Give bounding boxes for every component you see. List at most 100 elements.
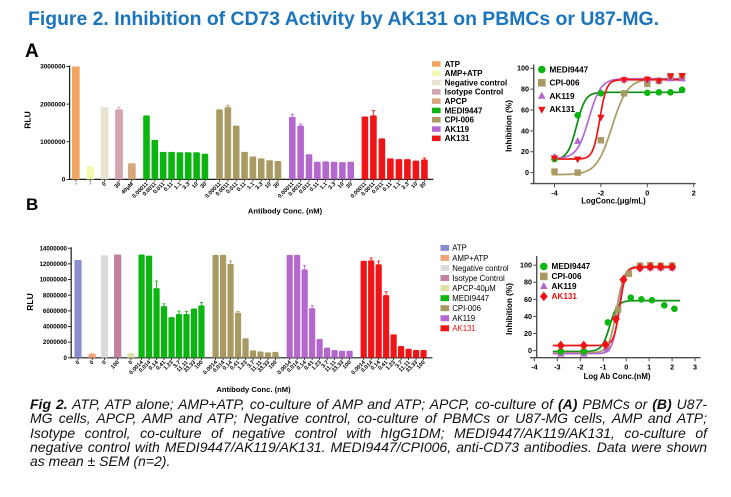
svg-text:12000000: 12000000 [39,261,67,268]
svg-text:1.1: 1.1 [173,181,183,191]
svg-text:CPI-006: CPI-006 [452,304,481,313]
svg-text:Inhibition (%): Inhibition (%) [505,100,514,152]
svg-text:20: 20 [521,147,529,156]
svg-text:3: 3 [693,363,697,372]
svg-text:4000000: 4000000 [43,324,68,331]
svg-text:3.7: 3.7 [395,360,405,370]
svg-text:-2: -2 [598,189,604,198]
svg-text:10000000: 10000000 [39,277,67,284]
svg-text:RLU: RLU [25,293,35,310]
svg-text:0.41: 0.41 [229,360,241,372]
svg-text:AK131: AK131 [452,324,475,333]
svg-text:Antibody Conc. (nM): Antibody Conc. (nM) [216,385,291,394]
svg-text:Log Ab Conc.(nM): Log Ab Conc.(nM) [584,372,651,381]
svg-text:1.1: 1.1 [392,181,402,191]
svg-text:100: 100 [517,64,529,73]
svg-text:8000000: 8000000 [43,292,68,299]
svg-text:3.7: 3.7 [321,360,331,370]
svg-text:100: 100 [342,360,353,371]
svg-text:60: 60 [521,105,529,114]
svg-text:0: 0 [75,360,81,366]
svg-text:0: 0 [101,360,107,366]
svg-text:6000000: 6000000 [43,308,68,315]
svg-text:100: 100 [520,261,532,270]
svg-text:100: 100 [194,360,205,371]
svg-text:APCP: APCP [445,97,468,106]
svg-text:1.1: 1.1 [319,181,329,191]
svg-text:100: 100 [110,360,121,371]
svg-text:-4: -4 [531,363,537,372]
svg-text:2000000: 2000000 [43,339,68,346]
svg-text:10: 10 [264,181,273,190]
svg-text:0: 0 [528,346,532,355]
svg-text:AK119: AK119 [552,282,577,291]
svg-text:1.23: 1.23 [163,360,175,372]
svg-text:1.23: 1.23 [385,360,397,372]
svg-text:AK131: AK131 [550,105,576,114]
svg-text:1.23: 1.23 [311,360,323,372]
svg-text:0: 0 [645,189,649,198]
svg-text:0.11: 0.11 [163,181,175,193]
svg-text:0: 0 [624,363,628,372]
svg-text:MEDI9447: MEDI9447 [452,294,489,303]
svg-text:0: 0 [101,181,107,187]
svg-text:30: 30 [419,181,428,190]
svg-text:ATP: ATP [445,60,461,69]
svg-text:3.3: 3.3 [255,181,265,191]
svg-text:AK119: AK119 [445,125,470,134]
svg-text:30: 30 [273,181,282,190]
svg-text:CPI-006: CPI-006 [552,272,582,281]
svg-text:1.23: 1.23 [237,360,249,372]
svg-text:100: 100 [416,360,427,371]
svg-text:AK131: AK131 [552,292,578,301]
svg-text:30: 30 [200,181,209,190]
svg-text:ATP: ATP [452,244,467,253]
svg-text:Negative control: Negative control [445,78,508,87]
svg-text:CPI-006: CPI-006 [550,79,580,88]
svg-text:Isotype Control: Isotype Control [445,88,504,97]
svg-text:-: - [88,181,94,187]
svg-text:2: 2 [670,363,674,372]
svg-text:1.1: 1.1 [246,181,256,191]
svg-text:1000000: 1000000 [40,139,66,146]
svg-text:-3: -3 [554,363,560,372]
svg-text:30: 30 [114,181,123,190]
svg-text:10: 10 [410,181,419,190]
svg-text:3.7: 3.7 [172,360,182,370]
svg-text:-1: -1 [600,363,606,372]
svg-text:0.41: 0.41 [303,360,315,372]
svg-text:Isotype Control: Isotype Control [452,274,505,283]
svg-text:100: 100 [268,360,279,371]
svg-text:0: 0 [64,355,68,362]
svg-text:AK119: AK119 [550,92,575,101]
svg-text:-2: -2 [577,363,583,372]
svg-text:-4: -4 [551,189,557,198]
svg-text:0: 0 [525,168,529,177]
svg-text:3.3: 3.3 [401,181,411,191]
svg-text:AK131: AK131 [445,134,470,143]
svg-text:0.41: 0.41 [377,360,389,372]
svg-text:10: 10 [191,181,200,190]
svg-text:40: 40 [521,126,529,135]
svg-text:0: 0 [128,360,134,366]
svg-text:30: 30 [345,181,354,190]
svg-text:0.41: 0.41 [155,360,167,372]
svg-text:MEDI9447: MEDI9447 [550,65,589,74]
svg-text:AMP+ATP: AMP+ATP [452,254,488,263]
svg-text:MEDI9447: MEDI9447 [552,262,591,271]
svg-text:3.7: 3.7 [246,360,256,370]
svg-text:0.11: 0.11 [236,181,248,193]
svg-text:MEDI9447: MEDI9447 [445,106,483,115]
svg-text:AMP+ATP: AMP+ATP [445,69,484,78]
svg-text:2000000: 2000000 [40,101,66,108]
svg-text:20: 20 [524,329,532,338]
svg-text:AK119: AK119 [452,314,475,323]
svg-text:3000000: 3000000 [40,64,66,71]
svg-text:Antibody Conc. (nM): Antibody Conc. (nM) [248,207,323,216]
svg-text:40: 40 [524,312,532,321]
svg-text:0.11: 0.11 [382,181,394,193]
svg-text:10: 10 [337,181,346,190]
svg-text:RLU: RLU [23,111,33,128]
svg-text:80: 80 [524,278,532,287]
svg-text:0.11: 0.11 [309,181,321,193]
